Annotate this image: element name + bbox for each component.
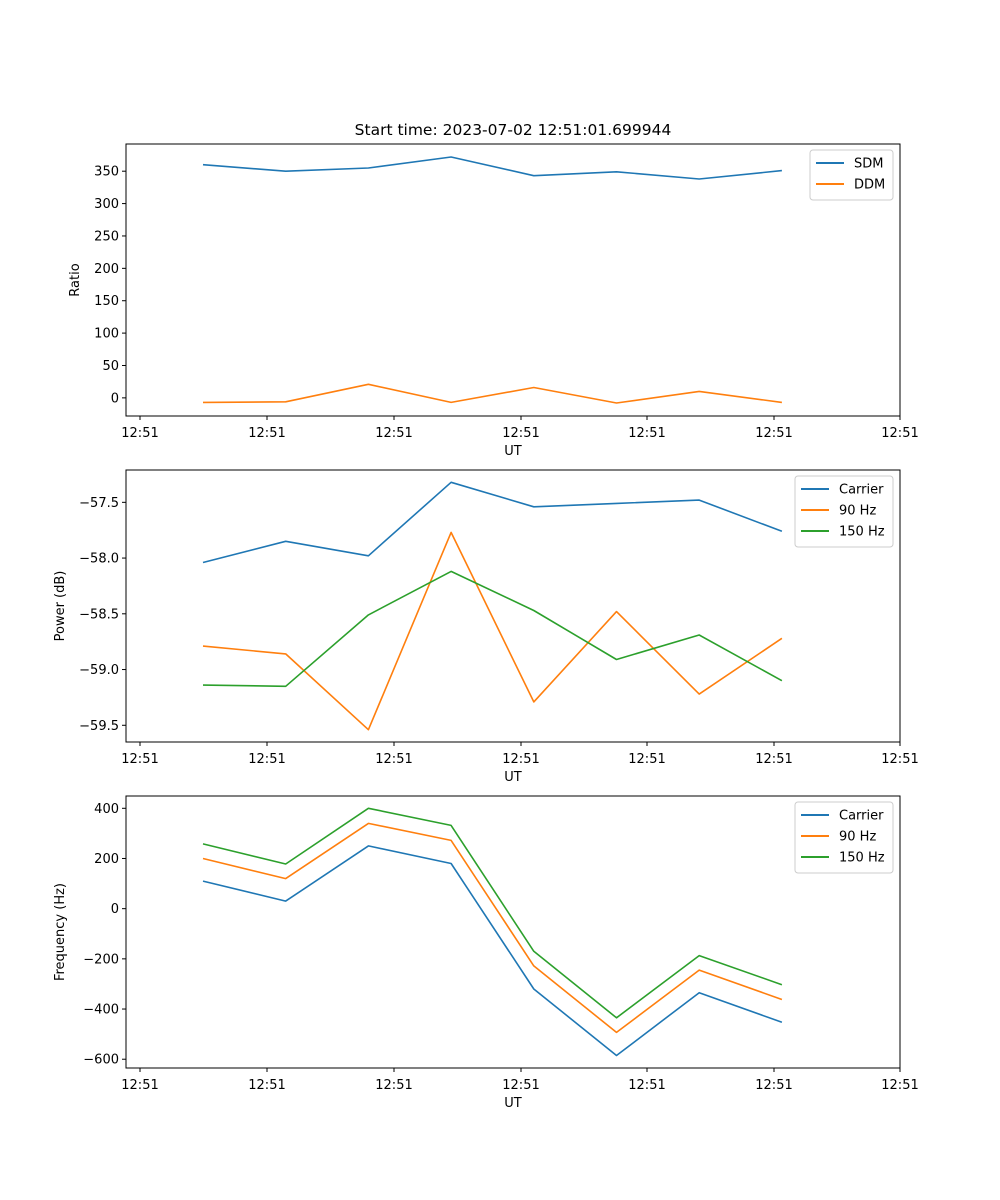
legend-box bbox=[794, 801, 894, 874]
legend: SDM DDM bbox=[809, 149, 894, 201]
legend: Carrier 90 Hz 150 Hz bbox=[794, 475, 894, 548]
y-tick-label: −57.5 bbox=[79, 496, 119, 511]
legend: Carrier 90 Hz 150 Hz bbox=[794, 801, 894, 874]
legend-label: SDM bbox=[854, 157, 883, 172]
x-tick-label: 12:51 bbox=[502, 752, 539, 767]
x-tick-label: 12:51 bbox=[628, 752, 665, 767]
x-tick-label: 12:51 bbox=[628, 1078, 665, 1093]
x-tick-label: 12:51 bbox=[248, 426, 285, 441]
legend-label: 90 Hz bbox=[839, 830, 876, 845]
series-line-150-hz bbox=[202, 807, 783, 1019]
x-tick-label: 12:51 bbox=[881, 752, 918, 767]
legend-label: 150 Hz bbox=[839, 525, 885, 540]
legend-label: Carrier bbox=[839, 483, 884, 498]
axes-frame bbox=[125, 143, 901, 417]
x-tick-label: 12:51 bbox=[628, 426, 665, 441]
x-tick-label: 12:51 bbox=[502, 426, 539, 441]
y-tick-label: 150 bbox=[94, 294, 119, 309]
x-tick-label: 12:51 bbox=[375, 1078, 412, 1093]
x-axis-label: UT bbox=[504, 444, 522, 459]
series-line-carrier bbox=[202, 481, 783, 564]
x-tick-label: 12:51 bbox=[121, 752, 158, 767]
y-tick-label: −59.5 bbox=[79, 719, 119, 734]
x-tick-label: 12:51 bbox=[755, 1078, 792, 1093]
legend-label: 90 Hz bbox=[839, 504, 876, 519]
x-tick-label: 12:51 bbox=[881, 426, 918, 441]
y-tick-label: 50 bbox=[102, 359, 119, 374]
legend-box bbox=[794, 475, 894, 548]
y-tick-label: 250 bbox=[94, 229, 119, 244]
y-tick-label: −59.0 bbox=[79, 663, 119, 678]
y-tick-label: −58.0 bbox=[79, 552, 119, 567]
y-tick-label: 0 bbox=[111, 391, 119, 406]
series-line-ddm bbox=[202, 383, 783, 404]
x-tick-label: 12:51 bbox=[375, 426, 412, 441]
y-tick-label: 100 bbox=[94, 327, 119, 342]
x-tick-label: 12:51 bbox=[755, 752, 792, 767]
x-tick-label: 12:51 bbox=[502, 1078, 539, 1093]
y-tick-label: 200 bbox=[94, 262, 119, 277]
y-tick-label: −400 bbox=[83, 1003, 119, 1018]
x-tick-label: 12:51 bbox=[881, 1078, 918, 1093]
legend-label: DDM bbox=[854, 178, 885, 193]
y-tick-label: −58.5 bbox=[79, 607, 119, 622]
x-tick-label: 12:51 bbox=[121, 426, 158, 441]
x-tick-label: 12:51 bbox=[121, 1078, 158, 1093]
series-line-150-hz bbox=[202, 570, 783, 688]
x-tick-label: 12:51 bbox=[755, 426, 792, 441]
ratio-chart: 0 50 100 150 200 250 300 350 12:51 12:51 12:51 12:5… bbox=[68, 143, 919, 459]
y-axis-label: Frequency (Hz) bbox=[53, 883, 68, 981]
x-tick-label: 12:51 bbox=[375, 752, 412, 767]
x-tick-label: 12:51 bbox=[248, 752, 285, 767]
y-tick-label: 0 bbox=[111, 902, 119, 917]
y-axis-label: Power (dB) bbox=[53, 571, 68, 642]
y-axis-label: Ratio bbox=[68, 263, 83, 296]
y-tick-label: 300 bbox=[94, 197, 119, 212]
series-line-90-hz bbox=[202, 822, 783, 1034]
legend-label: 150 Hz bbox=[839, 851, 885, 866]
y-tick-label: 350 bbox=[94, 165, 119, 180]
series-line-90-hz bbox=[202, 531, 783, 731]
series-line-carrier bbox=[202, 845, 783, 1057]
y-tick-label: −600 bbox=[83, 1053, 119, 1068]
x-axis-label: UT bbox=[504, 770, 522, 785]
y-tick-label: 400 bbox=[94, 802, 119, 817]
axes-frame bbox=[125, 469, 901, 743]
series-line-sdm bbox=[202, 156, 782, 180]
power-chart: −57.5 −58.0 −58.5 −59.0 −59.5 12:51 12:51 12:51… bbox=[53, 469, 919, 785]
x-axis-label: UT bbox=[504, 1096, 522, 1111]
y-tick-label: 200 bbox=[94, 852, 119, 867]
y-tick-label: −200 bbox=[83, 952, 119, 967]
axes-frame bbox=[125, 795, 901, 1069]
figure-title: Start time: 2023-07-02 12:51:01.699944 bbox=[355, 121, 672, 139]
legend-label: Carrier bbox=[839, 809, 884, 824]
x-tick-label: 12:51 bbox=[248, 1078, 285, 1093]
